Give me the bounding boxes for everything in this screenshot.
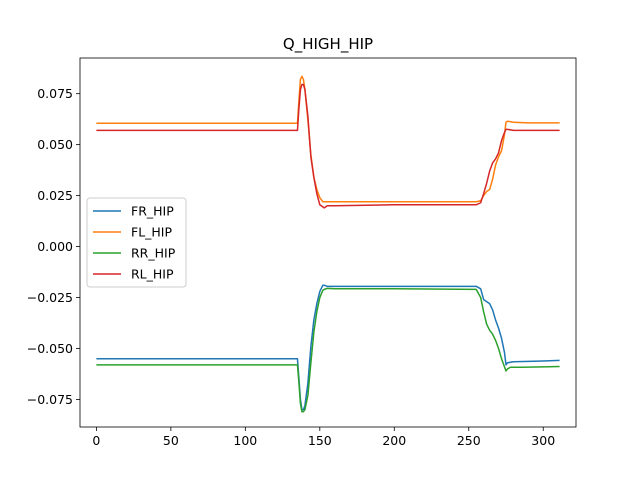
x-tick-label: 50 [163, 433, 179, 448]
y-tick-label: 0.075 [37, 86, 73, 101]
series-layer [96, 75, 560, 413]
series-line-rr-hip [96, 287, 560, 413]
y-axis: −0.075 −0.050 −0.025 0.000 0.025 0.050 0.075 [27, 86, 80, 407]
y-tick-label: −0.025 [27, 290, 73, 305]
y-tick-label: −0.075 [27, 392, 73, 407]
x-tick-label: 0 [92, 433, 100, 448]
legend-label: RR_HIP [131, 246, 176, 261]
y-tick-label: 0.025 [37, 188, 73, 203]
y-tick-label: 0.050 [37, 137, 73, 152]
series-line-fl-hip [96, 75, 560, 203]
legend: FR_HIP FL_HIP RR_HIP RL_HIP [86, 197, 187, 288]
legend-label: FR_HIP [131, 204, 174, 219]
y-tick-label: −0.050 [27, 341, 73, 356]
chart-title: Q_HIGH_HIP [283, 35, 373, 54]
x-tick-label: 150 [308, 433, 332, 448]
series-line-rl-hip [96, 83, 560, 209]
x-tick-label: 300 [531, 433, 555, 448]
y-tick-label: 0.000 [37, 239, 73, 254]
plot-frame [79, 57, 577, 428]
x-tick-label: 200 [382, 433, 406, 448]
x-axis: 0 50 100 150 200 250 300 [92, 427, 555, 448]
legend-box [86, 197, 187, 288]
legend-label: RL_HIP [131, 267, 174, 282]
x-tick-label: 250 [457, 433, 481, 448]
x-tick-label: 100 [233, 433, 257, 448]
legend-label: FL_HIP [131, 225, 172, 240]
